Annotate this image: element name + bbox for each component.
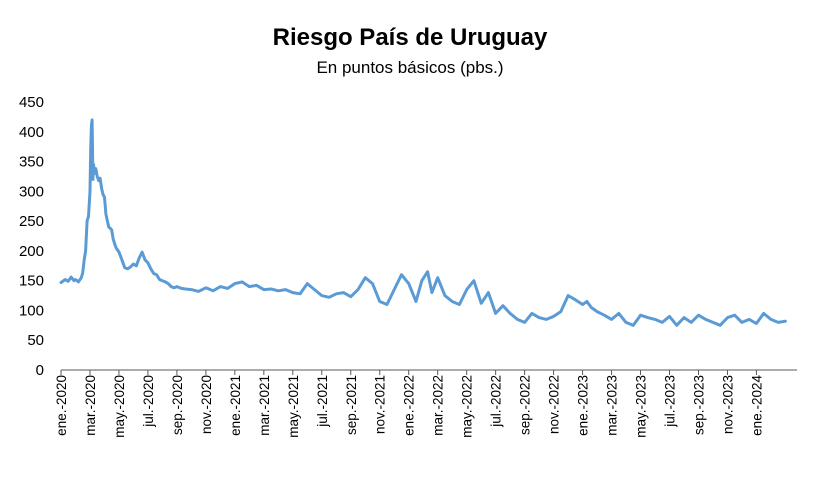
x-tick-label: ene.-2022: [402, 375, 417, 436]
chart-title: Riesgo País de Uruguay: [273, 24, 548, 51]
y-tick-label: 350: [19, 154, 44, 171]
x-tick-label: jul.-2021: [315, 375, 330, 428]
y-tick-label: 50: [27, 332, 44, 349]
x-tick-label: sep.-2022: [518, 375, 533, 435]
x-tick-label: jul.-2023: [663, 375, 678, 428]
x-tick-label: jul.-2020: [141, 375, 156, 428]
y-tick-label: 400: [19, 124, 44, 141]
x-tick-label: mar.-2022: [431, 375, 446, 436]
y-axis: 0 50 100 150 200 250 300 350 400 450: [19, 94, 44, 379]
y-tick-label: 150: [19, 273, 44, 290]
x-tick-label: ene.-2024: [749, 375, 764, 436]
x-tick-label: mar.-2021: [257, 375, 272, 436]
series-line: [59, 118, 787, 327]
x-axis: ene.-2020 mar.-2020 may.-2020 jul.-2020 sep.…: [54, 369, 797, 438]
x-tick-label: sep.-2021: [344, 375, 359, 435]
x-tick-label: may.-2020: [112, 375, 127, 438]
series-layer: [59, 118, 787, 327]
x-tick-label: sep.-2020: [170, 375, 185, 435]
x-tick-label: nov.-2023: [720, 375, 735, 434]
x-tick-label: nov.-2020: [199, 375, 214, 434]
y-tick-label: 0: [36, 362, 44, 379]
y-tick-label: 250: [19, 213, 44, 230]
x-tick-label: sep.-2023: [691, 375, 706, 435]
x-tick-label: mar.-2023: [605, 375, 620, 436]
x-tick-label: ene.-2023: [576, 375, 591, 436]
x-tick-label: ene.-2020: [54, 375, 69, 436]
x-tick-label: nov.-2022: [547, 375, 562, 434]
x-tick-label: ene.-2021: [228, 375, 243, 436]
y-tick-label: 450: [19, 94, 44, 111]
y-tick-label: 300: [19, 183, 44, 200]
x-tick-label: nov.-2021: [373, 375, 388, 434]
y-tick-label: 200: [19, 243, 44, 260]
chart-subtitle: En puntos básicos (pbs.): [316, 58, 503, 77]
x-tick-label: mar.-2020: [83, 375, 98, 436]
x-tick-label: may.-2022: [460, 375, 475, 438]
y-tick-label: 100: [19, 302, 44, 319]
x-tick-label: may.-2023: [634, 375, 649, 438]
x-tick-label: may.-2021: [286, 375, 301, 438]
x-tick-label: jul.-2022: [489, 375, 504, 428]
